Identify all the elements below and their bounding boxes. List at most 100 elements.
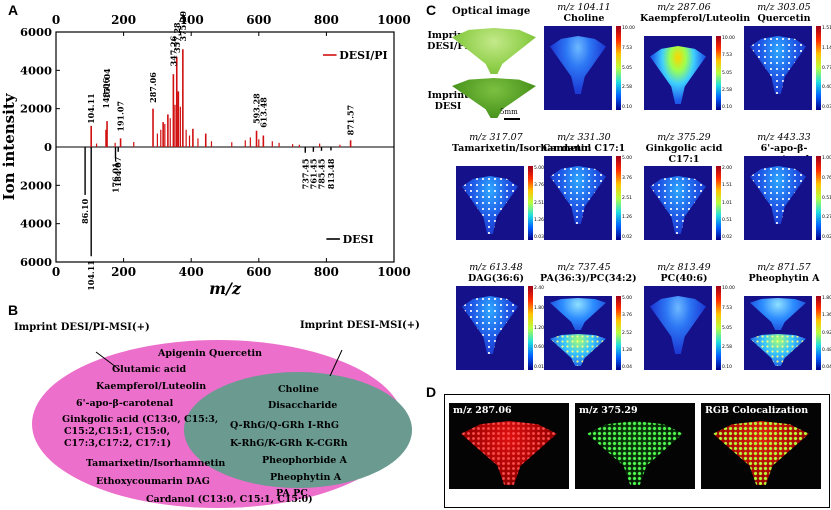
tile-image	[644, 286, 712, 370]
rgb-image-red: m/z 287.06	[449, 403, 569, 489]
colorbar-tick: 0.03	[534, 235, 545, 240]
colorbar-tick: 1.00	[822, 156, 831, 161]
leaf-image-top	[550, 298, 606, 330]
rgb-panel: m/z 287.06 m/z 375.29 RGB Colocalization	[444, 394, 830, 508]
leaf-image	[462, 296, 518, 354]
venn-item: Ginkgolic acid (C13:0, C15:3,	[62, 414, 219, 425]
colorbar-tick: 0.02	[722, 235, 733, 240]
ion-image-tile: m/z 317.07 Tamarixetin/Isorhamnetin 5.00 3.…	[452, 132, 591, 240]
left-title-pointer	[95, 351, 121, 371]
leaf-image	[650, 176, 706, 234]
peak-label-negative: 86.10	[80, 198, 90, 223]
colorbar-tick: 0.04	[822, 365, 831, 370]
tile-mz: m/z 375.29	[657, 132, 711, 143]
tile-caption: m/z 104.11 Choline	[540, 2, 628, 24]
colorbar-tick: 5.05	[722, 70, 733, 76]
tile-compound: PA(36:3)/PC(34:2)	[540, 273, 637, 284]
venn-item: Tamarixetin/Isorhamnetin	[86, 458, 226, 469]
colorbar-tick: 2.40	[534, 286, 545, 291]
colorbar	[716, 166, 721, 240]
peak-label-negative: 184.07	[113, 157, 123, 188]
peak-label-negative: 104.11	[86, 260, 96, 291]
colorbar-tick: 7.53	[622, 45, 633, 51]
rgb-image-green: m/z 375.29	[575, 403, 695, 489]
peak-label-negative: 176.01	[110, 162, 120, 193]
optical-label-bottom: Imprint DESI	[427, 90, 469, 112]
colorbar-tick: 1.26	[622, 215, 633, 221]
tile-image	[544, 26, 612, 110]
colorbar	[816, 156, 821, 240]
peak-label-negative: 785.45	[316, 159, 326, 190]
peak-label: 613.48	[258, 97, 268, 128]
colorbar-tick: 2.52	[622, 330, 633, 336]
tile-image	[544, 156, 612, 240]
tile-mz: m/z 871.57	[757, 262, 811, 273]
legend-label: DESI	[343, 233, 374, 246]
y-tick-label: 4000	[20, 63, 52, 77]
colorbar-tick: 1.51	[722, 183, 733, 189]
mass-spectrum-chart: 0 0 200 200 400 400 600 600 800 800 1000 1000 6000 40…	[0, 10, 411, 298]
y-tick-label: 4000	[20, 217, 52, 231]
tile-compound: DAG(36:6)	[467, 273, 525, 284]
y-axis-label: Ion intensity	[0, 92, 18, 200]
ion-image-tile: m/z 375.29 Ginkgolic acid C17:1 2.00 1.51 1.…	[640, 132, 732, 240]
colorbar-tick: 5.05	[622, 65, 633, 71]
scale-bar	[504, 118, 520, 120]
overlay-leaf	[713, 421, 809, 485]
colorbar-tick: 1.80	[534, 305, 545, 311]
tile-image	[456, 286, 524, 370]
tile-image	[744, 296, 812, 370]
colorbar	[616, 26, 621, 110]
peak-label: 151.04	[102, 68, 112, 99]
venn-item: Pheophytin A	[270, 472, 342, 483]
colorbar-tick: 0.51	[722, 217, 733, 223]
x-tick-label: 400	[179, 265, 204, 279]
venn-item: Pheophorbide A	[262, 455, 347, 466]
peak-label: 191.07	[116, 101, 126, 132]
tile-caption: m/z 871.57 Pheophytin A	[740, 262, 828, 284]
y-tick-label: 6000	[20, 255, 52, 269]
venn-inner-ellipse	[184, 372, 412, 488]
tile-compound: Ginkgolic acid C17:1	[645, 143, 723, 165]
rgb-caption: m/z 287.06	[453, 405, 512, 416]
colorbar-tick: 10.00	[722, 36, 735, 41]
tile-mz: m/z 331.30	[557, 132, 611, 143]
tile-mz: m/z 443.33	[757, 132, 811, 143]
colorbar	[716, 36, 721, 110]
panel-label-b: B	[8, 302, 19, 318]
tile-mz: m/z 303.05	[757, 2, 811, 13]
colorbar	[616, 156, 621, 240]
y-tick-label: 2000	[20, 102, 52, 116]
peak-label: 375.29	[178, 10, 188, 41]
x-tick-label-top: 0	[52, 13, 60, 27]
venn-item: Choline	[278, 384, 319, 395]
peak-label: 104.11	[86, 93, 96, 124]
venn-item: K-RhG/K-GRh K-CGRh	[230, 438, 348, 449]
red-leaf	[461, 421, 557, 485]
colorbar	[616, 296, 621, 370]
venn-item: Kaempferol/Luteolin	[96, 381, 207, 392]
tile-image	[744, 26, 812, 110]
colorbar-tick: 1.14	[822, 45, 831, 51]
colorbar-tick: 3.76	[534, 183, 545, 189]
tile-image	[456, 166, 524, 240]
colorbar-tick: 1.20	[534, 325, 545, 331]
peak-label-negative: 813.48	[326, 158, 336, 189]
green-leaf	[587, 421, 683, 485]
colorbar-tick: 0.76	[822, 175, 831, 181]
colorbar-tick: 2.58	[722, 345, 733, 351]
peak-label: 347.26	[168, 35, 178, 66]
colorbar-tick: 5.00	[622, 296, 633, 301]
venn-item: Cardanol (C13:0, C15:1, C15:0)	[146, 494, 313, 505]
venn-item: Disaccharide	[268, 400, 338, 411]
venn-shapes	[32, 340, 412, 508]
ion-image-tile: m/z 104.11 Choline 10.00 7.53 5.05 2.58 0.10	[540, 2, 635, 110]
tile-caption: m/z 613.48 DAG(36:6)	[452, 262, 540, 284]
tile-mz: m/z 813.49	[657, 262, 711, 273]
venn-item: 6'-apo-β-carotenal	[76, 398, 174, 409]
leaf-image-bottom	[750, 334, 806, 366]
venn-item: Q-RhG/Q-GRh I-RhG	[230, 420, 340, 431]
right-title-pointer	[329, 349, 343, 377]
colorbar	[816, 26, 821, 110]
x-tick-label-top: 200	[111, 13, 136, 27]
